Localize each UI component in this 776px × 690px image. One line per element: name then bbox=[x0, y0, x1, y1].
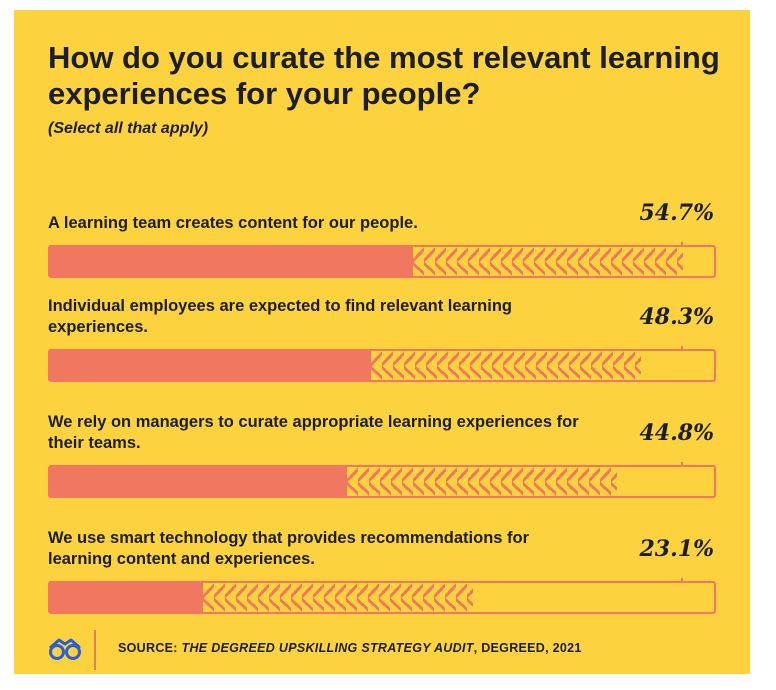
bar-value-label: 54.7% bbox=[639, 200, 715, 226]
bar-value-label: 48.3% bbox=[639, 304, 715, 330]
bar-track bbox=[48, 349, 716, 382]
bar-label: We rely on managers to curate appropriat… bbox=[48, 413, 579, 452]
infographic-card: How do you curate the most relevant lear… bbox=[14, 10, 750, 674]
footer-divider bbox=[94, 630, 96, 670]
bar-label: We use smart technology that provides re… bbox=[48, 529, 530, 568]
source-suffix: , DEGREED, 2021 bbox=[473, 641, 582, 655]
source-prefix: SOURCE: bbox=[118, 641, 182, 655]
chart-title: How do you curate the most relevant lear… bbox=[48, 40, 720, 111]
bar-value-label: 44.8% bbox=[639, 420, 715, 446]
bar-item: We use smart technology that provides re… bbox=[48, 514, 716, 614]
bar bbox=[50, 247, 413, 276]
bar-chevron-trail bbox=[203, 583, 473, 612]
bar bbox=[50, 467, 347, 496]
bar-item: Individual employees are expected to fin… bbox=[48, 282, 716, 382]
degreed-glasses-icon bbox=[49, 638, 81, 660]
bar-label: A learning team creates content for our … bbox=[48, 214, 418, 232]
bar bbox=[50, 351, 371, 380]
bar-track bbox=[48, 245, 716, 278]
bar-item: We rely on managers to curate appropriat… bbox=[48, 398, 716, 498]
source-title: THE DEGREED UPSKILLING STRATEGY AUDIT bbox=[181, 641, 474, 655]
bar-item: A learning team creates content for our … bbox=[48, 178, 716, 278]
bar-label: Individual employees are expected to fin… bbox=[48, 297, 512, 336]
bar-chevron-trail bbox=[371, 351, 641, 380]
bar-chevron-trail bbox=[413, 247, 683, 276]
chart-subtitle: (Select all that apply) bbox=[48, 120, 209, 137]
bar-chevron-trail bbox=[347, 467, 617, 496]
bar-track bbox=[48, 465, 716, 498]
bar-value-label: 23.1% bbox=[639, 536, 715, 562]
bar-track bbox=[48, 581, 716, 614]
bar bbox=[50, 583, 203, 612]
source-note: SOURCE: THE DEGREED UPSKILLING STRATEGY … bbox=[118, 641, 582, 655]
